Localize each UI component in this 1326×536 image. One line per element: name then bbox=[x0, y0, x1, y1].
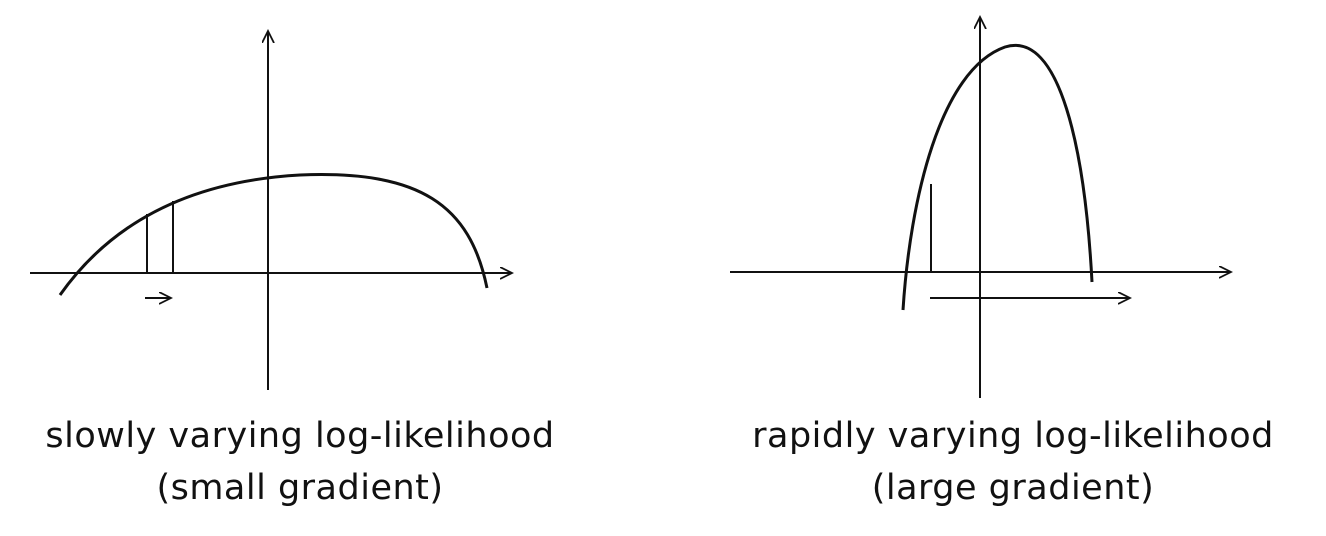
caption-rapid-title: rapidly varying log-likelihood bbox=[752, 416, 1274, 456]
caption-rapid-subtitle: (large gradient) bbox=[871, 468, 1155, 508]
caption-slow: slowly varying log-likelihood (small gra… bbox=[0, 410, 600, 514]
panel-slow bbox=[30, 32, 511, 390]
caption-rapid: rapidly varying log-likelihood (large gr… bbox=[700, 410, 1326, 514]
log-likelihood-curve-rapid bbox=[901, 43, 1094, 311]
panel-rapid bbox=[730, 18, 1230, 398]
caption-slow-subtitle: (small gradient) bbox=[156, 468, 444, 508]
caption-slow-title: slowly varying log-likelihood bbox=[45, 416, 555, 456]
log-likelihood-curve-slow bbox=[58, 173, 489, 296]
